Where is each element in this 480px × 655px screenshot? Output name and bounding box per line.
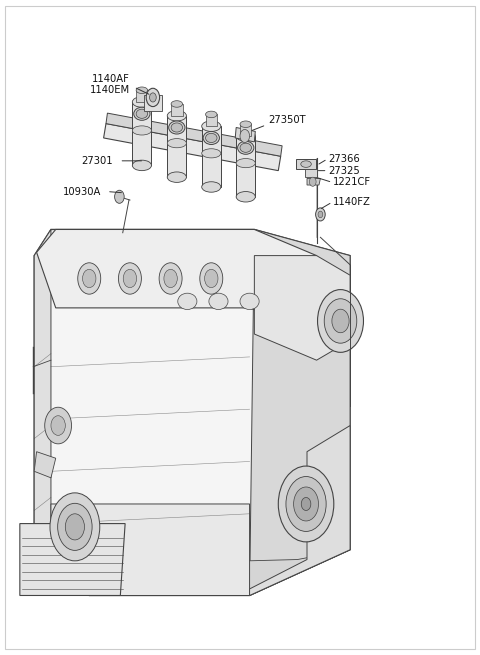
Circle shape [51, 416, 65, 436]
Polygon shape [240, 124, 252, 136]
Polygon shape [254, 255, 350, 360]
Polygon shape [136, 90, 148, 102]
Circle shape [50, 493, 100, 561]
Polygon shape [305, 170, 317, 177]
Polygon shape [205, 115, 217, 126]
Polygon shape [51, 504, 250, 595]
Polygon shape [34, 229, 350, 595]
Circle shape [119, 263, 142, 294]
Text: 1140AF: 1140AF [92, 75, 130, 84]
Ellipse shape [132, 126, 152, 135]
Polygon shape [236, 136, 255, 196]
Circle shape [45, 407, 72, 444]
Circle shape [324, 299, 357, 343]
Polygon shape [250, 426, 350, 595]
Polygon shape [20, 523, 125, 595]
Polygon shape [36, 229, 317, 334]
Circle shape [301, 497, 311, 510]
Ellipse shape [209, 293, 228, 310]
Polygon shape [307, 178, 321, 185]
Ellipse shape [134, 107, 150, 121]
Polygon shape [235, 128, 255, 142]
Polygon shape [144, 95, 161, 111]
Ellipse shape [132, 160, 152, 171]
Ellipse shape [132, 97, 152, 107]
Text: 1140EM: 1140EM [90, 85, 130, 96]
Circle shape [204, 269, 218, 288]
Circle shape [159, 263, 182, 294]
Circle shape [123, 269, 137, 288]
Ellipse shape [168, 121, 185, 134]
Polygon shape [51, 550, 350, 595]
Circle shape [200, 263, 223, 294]
Ellipse shape [136, 109, 148, 119]
Ellipse shape [136, 87, 148, 94]
Polygon shape [34, 452, 56, 478]
Circle shape [310, 177, 316, 186]
Text: 27366: 27366 [328, 154, 360, 164]
Ellipse shape [202, 181, 221, 192]
Ellipse shape [238, 141, 254, 155]
Ellipse shape [240, 121, 252, 128]
Circle shape [332, 309, 349, 333]
Ellipse shape [171, 101, 182, 107]
Circle shape [318, 290, 363, 352]
Circle shape [286, 477, 326, 531]
Circle shape [164, 269, 177, 288]
Ellipse shape [171, 123, 182, 132]
Polygon shape [167, 116, 186, 177]
Polygon shape [297, 159, 316, 170]
Ellipse shape [203, 132, 219, 145]
Ellipse shape [205, 134, 217, 143]
Circle shape [294, 487, 319, 521]
Ellipse shape [167, 172, 186, 182]
Circle shape [78, 263, 101, 294]
Ellipse shape [301, 161, 312, 168]
Ellipse shape [202, 121, 221, 132]
Polygon shape [250, 229, 350, 595]
Ellipse shape [240, 293, 259, 310]
Text: 1140FZ: 1140FZ [333, 197, 371, 207]
Text: 1221CF: 1221CF [333, 178, 372, 187]
Polygon shape [34, 229, 51, 576]
Polygon shape [104, 124, 281, 171]
Ellipse shape [167, 139, 186, 148]
Circle shape [240, 130, 250, 143]
Text: 27301: 27301 [82, 156, 113, 166]
Ellipse shape [236, 159, 255, 168]
Ellipse shape [202, 149, 221, 158]
Polygon shape [171, 104, 182, 116]
Polygon shape [132, 102, 152, 166]
Circle shape [146, 88, 159, 107]
Circle shape [318, 211, 323, 217]
Ellipse shape [240, 143, 252, 153]
Circle shape [150, 93, 156, 102]
Circle shape [278, 466, 334, 542]
Text: 10930A: 10930A [63, 187, 101, 196]
Text: 27325: 27325 [328, 166, 360, 176]
Circle shape [58, 503, 92, 550]
Polygon shape [202, 126, 221, 187]
Circle shape [316, 208, 325, 221]
Polygon shape [106, 113, 282, 157]
Ellipse shape [236, 131, 255, 141]
Circle shape [83, 269, 96, 288]
Circle shape [65, 514, 84, 540]
Ellipse shape [205, 111, 217, 118]
Text: 27350T: 27350T [269, 115, 306, 125]
Ellipse shape [178, 293, 197, 310]
Ellipse shape [236, 191, 255, 202]
Ellipse shape [167, 111, 186, 121]
Circle shape [115, 190, 124, 203]
